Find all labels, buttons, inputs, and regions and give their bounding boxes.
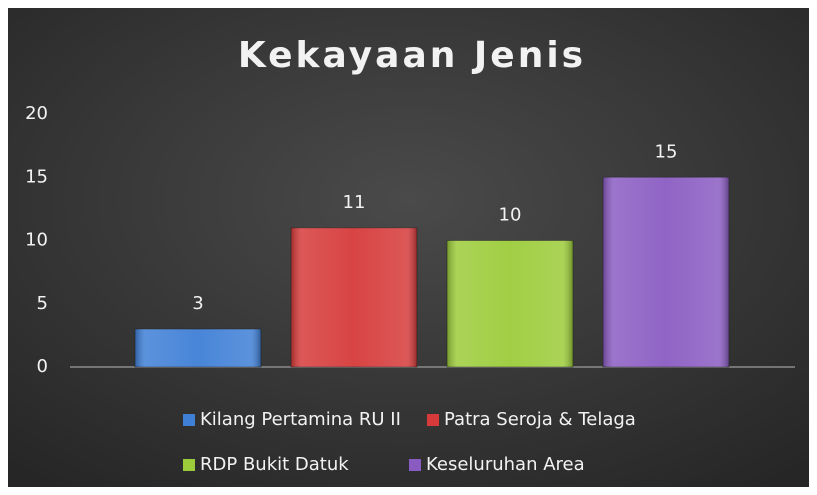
value-label: 3 (192, 293, 203, 314)
bar (602, 176, 730, 368)
value-label: 10 (499, 205, 522, 226)
legend-marker (183, 459, 195, 471)
y-tick-label: 20 (25, 103, 48, 124)
value-label: 11 (343, 192, 366, 213)
legend-label: Kilang Pertamina RU II (200, 409, 401, 430)
legend-marker (409, 459, 421, 471)
y-tick-label: 0 (37, 356, 48, 377)
y-tick-label: 15 (25, 166, 48, 187)
bar (446, 240, 574, 368)
legend-label: RDP Bukit Datuk (200, 454, 349, 475)
legend-label: Patra Seroja & Telaga (444, 409, 636, 430)
legend-label: Keseluruhan Area (426, 454, 585, 475)
legend-marker (427, 414, 439, 426)
y-tick-label: 5 (37, 293, 48, 314)
chart-title: Kekayaan Jenis (238, 35, 586, 76)
value-label: 15 (655, 141, 678, 162)
legend-marker (183, 414, 195, 426)
bar (290, 227, 418, 368)
bar (134, 328, 262, 368)
y-tick-label: 10 (25, 230, 48, 251)
